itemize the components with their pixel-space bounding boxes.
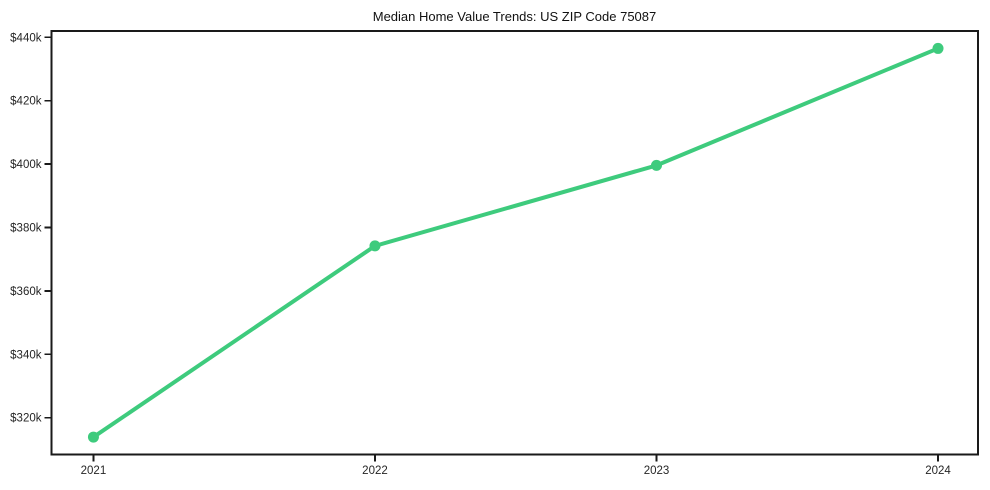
y-axis-tick-label: $400k (10, 159, 42, 171)
y-axis-tick-label: $360k (10, 286, 42, 298)
x-axis-tick-label: 2023 (644, 465, 670, 477)
data-point-2023 (650, 159, 662, 171)
x-axis-tick-label: 2021 (81, 465, 107, 477)
data-point-2024 (932, 42, 944, 54)
y-axis-tick-label: $380k (10, 223, 42, 235)
plot-border (50, 30, 979, 456)
y-axis-tick-label: $440k (10, 32, 42, 44)
data-point-2022 (369, 240, 381, 252)
y-axis-tick-label: $320k (10, 413, 42, 425)
x-axis-tick-label: 2024 (925, 465, 951, 477)
y-axis-tick-label: $420k (10, 96, 42, 108)
trend-line (91, 46, 941, 440)
chart-title: Median Home Value Trends: US ZIP Code 75… (372, 9, 657, 24)
x-axis-tick-label: 2022 (362, 465, 388, 477)
data-point-2021 (87, 431, 99, 443)
y-axis-tick-label: $340k (10, 349, 42, 361)
